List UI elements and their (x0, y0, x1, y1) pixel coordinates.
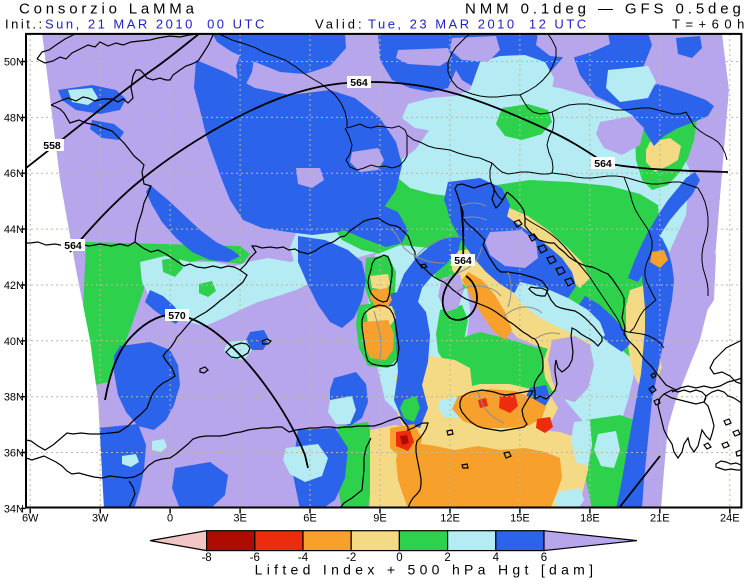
svg-text:42N: 42N (4, 280, 24, 292)
svg-text:564: 564 (64, 240, 82, 252)
svg-text:Init.:: Init.: (5, 17, 45, 32)
svg-text:Tue, 23 MAR 2010 12 UTC: Tue, 23 MAR 2010 12 UTC (368, 17, 589, 32)
svg-text:570: 570 (168, 310, 186, 322)
svg-text:Valid:: Valid: (315, 17, 365, 32)
svg-text:12E: 12E (440, 513, 460, 525)
svg-text:0: 0 (396, 552, 402, 564)
svg-text:38N: 38N (4, 392, 24, 404)
svg-text:0: 0 (167, 513, 173, 525)
svg-text:2: 2 (444, 552, 450, 564)
svg-text:-4: -4 (298, 552, 309, 564)
svg-text:564: 564 (454, 255, 472, 267)
svg-text:48N: 48N (4, 112, 24, 124)
svg-text:3E: 3E (233, 513, 246, 525)
svg-text:Sun, 21 MAR 2010 00 UTC: Sun, 21 MAR 2010 00 UTC (45, 17, 267, 32)
svg-text:558: 558 (43, 140, 61, 152)
svg-text:T=+60h: T=+60h (672, 17, 750, 32)
svg-text:6W: 6W (22, 513, 39, 525)
svg-text:3W: 3W (92, 513, 109, 525)
svg-text:6: 6 (541, 552, 547, 564)
svg-text:564: 564 (350, 77, 368, 89)
svg-text:21E: 21E (650, 513, 670, 525)
svg-text:Consorzio LaMMa: Consorzio LaMMa (19, 1, 198, 18)
svg-text:15E: 15E (510, 513, 530, 525)
svg-text:46N: 46N (4, 168, 24, 180)
svg-text:-6: -6 (250, 552, 260, 564)
svg-text:-8: -8 (201, 552, 211, 564)
svg-text:36N: 36N (4, 448, 24, 460)
svg-text:9E: 9E (373, 513, 386, 525)
svg-text:24E: 24E (720, 513, 740, 525)
svg-text:6E: 6E (303, 513, 316, 525)
svg-text:564: 564 (594, 158, 612, 170)
svg-text:40N: 40N (4, 336, 24, 348)
svg-text:-2: -2 (346, 552, 356, 564)
svg-text:18E: 18E (580, 513, 600, 525)
svg-text:Lifted Index + 500 hPa Hgt [da: Lifted Index + 500 hPa Hgt [dam] (255, 562, 598, 578)
svg-text:34N: 34N (4, 503, 24, 515)
svg-text:50N: 50N (4, 57, 24, 69)
svg-text:NMM 0.1deg — GFS 0.5deg: NMM 0.1deg — GFS 0.5deg (465, 1, 745, 18)
svg-text:4: 4 (493, 552, 500, 564)
svg-text:44N: 44N (4, 224, 24, 236)
